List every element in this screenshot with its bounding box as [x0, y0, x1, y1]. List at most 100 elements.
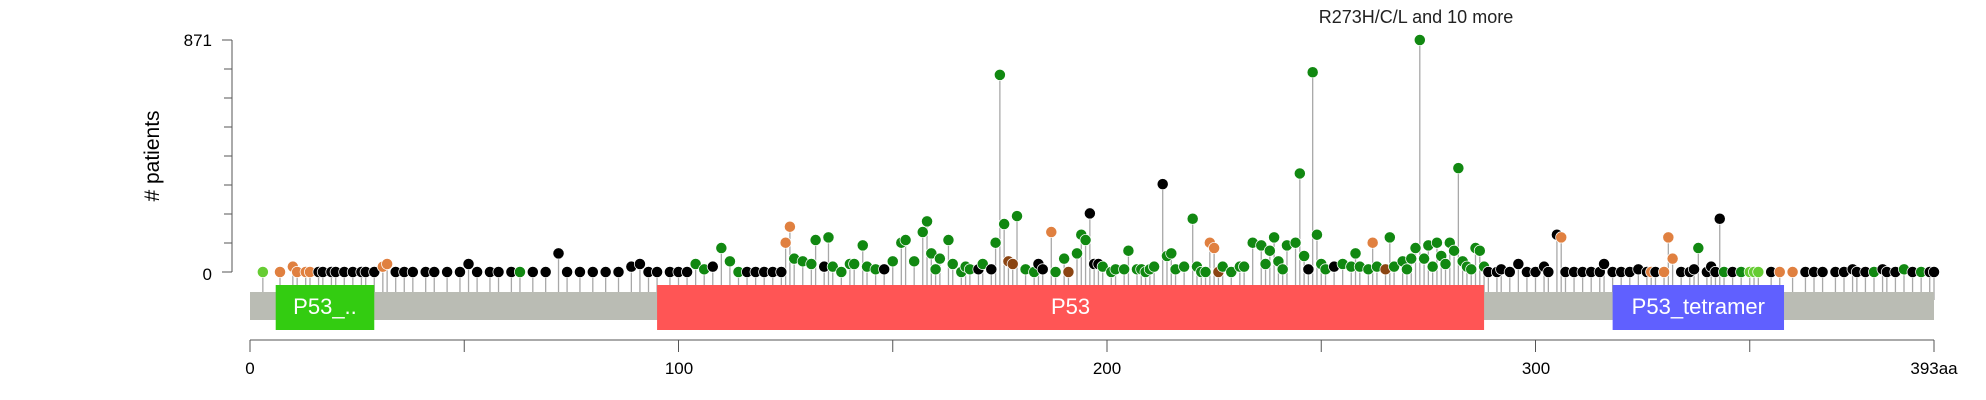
- missense-mutation-point[interactable]: [1148, 260, 1161, 273]
- missense-mutation-point[interactable]: [1409, 242, 1422, 254]
- truncating-mutation-point[interactable]: [651, 266, 664, 278]
- missense-mutation-point[interactable]: [1439, 258, 1452, 270]
- truncating-mutation-point[interactable]: [526, 266, 539, 278]
- missense-mutation-point[interactable]: [1293, 167, 1306, 180]
- splice-mutation-point[interactable]: [1786, 266, 1799, 278]
- domain-2[interactable]: [1612, 285, 1785, 330]
- splice-mutation-point[interactable]: [779, 236, 792, 249]
- missense-mutation-point[interactable]: [1289, 236, 1302, 249]
- missense-mutation-point[interactable]: [1225, 266, 1238, 278]
- splice-mutation-point[interactable]: [1366, 236, 1379, 249]
- missense-mutation-point[interactable]: [848, 258, 861, 270]
- missense-mutation-point[interactable]: [723, 255, 736, 268]
- missense-mutation-point[interactable]: [514, 266, 526, 278]
- missense-mutation-point[interactable]: [1430, 236, 1443, 249]
- missense-mutation-point[interactable]: [1311, 228, 1323, 241]
- missense-mutation-point[interactable]: [1465, 263, 1478, 276]
- missense-mutation-point[interactable]: [916, 226, 929, 238]
- missense-mutation-point[interactable]: [925, 247, 938, 260]
- missense-mutation-point[interactable]: [1418, 252, 1431, 265]
- splice-mutation-point[interactable]: [783, 220, 796, 233]
- missense-mutation-point[interactable]: [835, 266, 848, 278]
- missense-mutation-point[interactable]: [929, 263, 942, 276]
- missense-mutation-point[interactable]: [1452, 162, 1465, 175]
- splice-mutation-point[interactable]: [1045, 226, 1058, 238]
- missense-mutation-point[interactable]: [856, 239, 869, 252]
- missense-mutation-point[interactable]: [822, 231, 835, 244]
- domain-1[interactable]: [657, 285, 1485, 330]
- truncating-mutation-point[interactable]: [1688, 263, 1700, 276]
- other-mutation-point[interactable]: [1752, 266, 1765, 278]
- truncating-mutation-point[interactable]: [633, 258, 646, 270]
- missense-mutation-point[interactable]: [1349, 247, 1362, 260]
- truncating-mutation-point[interactable]: [428, 266, 441, 278]
- missense-mutation-point[interactable]: [805, 258, 818, 270]
- truncating-mutation-point[interactable]: [492, 266, 505, 278]
- truncating-mutation-point[interactable]: [552, 247, 565, 260]
- missense-mutation-point[interactable]: [998, 218, 1011, 231]
- missense-mutation-point[interactable]: [1096, 260, 1109, 273]
- missense-mutation-point[interactable]: [1165, 247, 1178, 260]
- truncating-mutation-point[interactable]: [878, 263, 891, 276]
- truncating-mutation-point[interactable]: [368, 266, 381, 278]
- missense-mutation-point[interactable]: [1405, 252, 1418, 265]
- missense-mutation-point[interactable]: [1400, 263, 1413, 276]
- splice-mutation-point[interactable]: [381, 258, 394, 270]
- missense-mutation-point[interactable]: [1426, 260, 1439, 273]
- truncating-mutation-point[interactable]: [599, 266, 612, 278]
- missense-mutation-point[interactable]: [976, 258, 989, 270]
- missense-mutation-point[interactable]: [1118, 263, 1131, 276]
- missense-mutation-point[interactable]: [946, 258, 959, 270]
- missense-mutation-point[interactable]: [1383, 231, 1396, 244]
- missense-mutation-point[interactable]: [993, 68, 1006, 81]
- splice-mutation-point[interactable]: [1666, 252, 1679, 265]
- missense-mutation-point[interactable]: [1199, 266, 1212, 278]
- missense-mutation-point[interactable]: [1011, 210, 1023, 223]
- truncating-mutation-point[interactable]: [1542, 266, 1555, 278]
- missense-mutation-point[interactable]: [1276, 263, 1289, 276]
- truncating-mutation-point[interactable]: [1156, 178, 1169, 191]
- missense-mutation-point[interactable]: [1238, 260, 1251, 273]
- truncating-mutation-point[interactable]: [775, 266, 788, 278]
- truncating-mutation-point[interactable]: [573, 266, 586, 278]
- truncating-mutation-point[interactable]: [612, 266, 625, 278]
- truncating-mutation-point[interactable]: [462, 258, 475, 270]
- missense-mutation-point[interactable]: [1178, 260, 1191, 273]
- missense-mutation-point[interactable]: [826, 260, 839, 273]
- missense-mutation-point[interactable]: [1259, 258, 1272, 270]
- missense-mutation-point[interactable]: [1298, 250, 1311, 262]
- truncating-mutation-point[interactable]: [454, 266, 466, 278]
- missense-mutation-point[interactable]: [1263, 244, 1276, 257]
- missense-mutation-point[interactable]: [1306, 66, 1319, 79]
- missense-mutation-point[interactable]: [933, 252, 946, 265]
- missense-mutation-point[interactable]: [921, 215, 933, 228]
- missense-mutation-point[interactable]: [1216, 260, 1229, 273]
- missense-mutation-point[interactable]: [1071, 247, 1083, 260]
- missense-mutation-point[interactable]: [1058, 252, 1071, 265]
- truncating-mutation-point[interactable]: [1713, 212, 1726, 225]
- truncating-mutation-point[interactable]: [471, 266, 484, 278]
- missense-mutation-point[interactable]: [1079, 234, 1092, 246]
- missense-mutation-point[interactable]: [1388, 260, 1401, 273]
- missense-mutation-point[interactable]: [1268, 231, 1281, 244]
- missense-mutation-point[interactable]: [899, 234, 912, 246]
- missense-mutation-point[interactable]: [1049, 266, 1062, 278]
- splice-mutation-point[interactable]: [1208, 242, 1221, 254]
- truncating-mutation-point[interactable]: [706, 260, 719, 273]
- truncating-mutation-point[interactable]: [681, 266, 694, 278]
- truncating-mutation-point[interactable]: [586, 266, 599, 278]
- truncating-mutation-point[interactable]: [1598, 258, 1611, 270]
- truncating-mutation-point[interactable]: [985, 263, 998, 276]
- truncating-mutation-point[interactable]: [1036, 263, 1049, 276]
- truncating-mutation-point[interactable]: [561, 266, 574, 278]
- other-mutation-point[interactable]: [256, 266, 269, 278]
- missense-mutation-point[interactable]: [1413, 34, 1426, 46]
- truncating-mutation-point[interactable]: [1928, 266, 1940, 278]
- truncating-mutation-point[interactable]: [539, 266, 552, 278]
- splice-mutation-point[interactable]: [1555, 231, 1568, 244]
- missense-mutation-point[interactable]: [715, 242, 728, 254]
- missense-mutation-point[interactable]: [908, 255, 921, 268]
- splice-mutation-point[interactable]: [1773, 266, 1786, 278]
- missense-mutation-point[interactable]: [1122, 244, 1135, 257]
- truncating-mutation-point[interactable]: [441, 266, 454, 278]
